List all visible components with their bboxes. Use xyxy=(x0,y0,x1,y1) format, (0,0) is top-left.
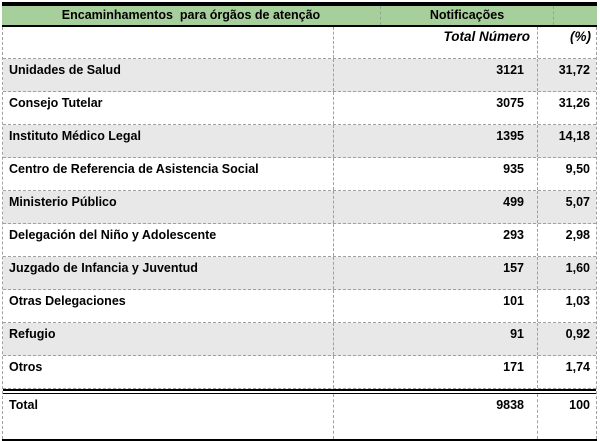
row-label-cell: Ministerio Público xyxy=(3,191,334,223)
row-percent-cell: 0,92 xyxy=(565,327,590,341)
row-label-cell: Consejo Tutelar xyxy=(3,92,334,124)
row-label-cell: Refugio xyxy=(3,323,334,355)
row-label-cell: Unidades de Salud xyxy=(3,59,334,91)
header-empty-cell xyxy=(553,6,597,25)
table-row: Otras Delegaciones 101 1,03 xyxy=(3,290,596,323)
row-percent-cell: 14,18 xyxy=(558,129,590,143)
table-row: Delegación del Niño y Adolescente 293 2,… xyxy=(3,224,596,257)
row-percent-cell: 1,60 xyxy=(565,261,590,275)
table-body: Total Número (%) Unidades de Salud 3121 … xyxy=(2,27,597,439)
row-total-cell: 157 xyxy=(334,257,538,289)
row-label-cell: Otros xyxy=(3,356,334,388)
row-label-cell: Instituto Médico Legal xyxy=(3,125,334,157)
subheader-empty-cell xyxy=(3,27,334,58)
row-total-cell: 91 xyxy=(334,323,538,355)
row-total-cell: 3075 xyxy=(334,92,538,124)
table-subheader-row: Total Número (%) xyxy=(3,27,596,59)
row-total-cell: 935 xyxy=(334,158,538,190)
table-row: Centro de Referencia de Asistencia Socia… xyxy=(3,158,596,191)
total-label-cell: Total xyxy=(3,394,334,439)
table-data-rows: Unidades de Salud 3121 31,72 Consejo Tut… xyxy=(3,59,596,389)
row-total-cell: 499 xyxy=(334,191,538,223)
row-percent-cell: 1,74 xyxy=(565,360,590,374)
table-row: Unidades de Salud 3121 31,72 xyxy=(3,59,596,92)
row-label-cell: Juzgado de Infancia y Juventud xyxy=(3,257,334,289)
header-encaminhamentos: Encaminhamentos para órgãos de atenção xyxy=(61,8,321,22)
row-label-cell: Otras Delegaciones xyxy=(3,290,334,322)
header-notificacoes: Notificações xyxy=(380,6,553,25)
table-row: Consejo Tutelar 3075 31,26 xyxy=(3,92,596,125)
table-row: Otros 171 1,74 xyxy=(3,356,596,389)
table-row: Ministerio Público 499 5,07 xyxy=(3,191,596,224)
row-percent-cell: 5,07 xyxy=(565,195,590,209)
row-label-cell: Delegación del Niño y Adolescente xyxy=(3,224,334,256)
row-total-cell: 3121 xyxy=(334,59,538,91)
table-row: Juzgado de Infancia y Juventud 157 1,60 xyxy=(3,257,596,290)
table-row: Instituto Médico Legal 1395 14,18 xyxy=(3,125,596,158)
row-percent-cell: 31,26 xyxy=(558,96,590,110)
table-top-border xyxy=(2,2,597,6)
total-row: Total 9838 100 xyxy=(3,394,596,439)
total-number-cell: 9838 xyxy=(334,394,538,439)
row-label-cell: Centro de Referencia de Asistencia Socia… xyxy=(3,158,334,190)
row-total-cell: 1395 xyxy=(334,125,538,157)
row-total-cell: 293 xyxy=(334,224,538,256)
row-percent-cell: 31,72 xyxy=(558,63,590,77)
table-row: Refugio 91 0,92 xyxy=(3,323,596,356)
row-percent-cell: 1,03 xyxy=(565,294,590,308)
total-separator-double-line xyxy=(3,389,596,394)
total-percent-cell: 100 xyxy=(569,398,590,412)
subheader-percent: (%) xyxy=(570,29,591,44)
table-bottom-border xyxy=(2,439,597,441)
row-total-cell: 171 xyxy=(334,356,538,388)
subheader-total-numero: Total Número xyxy=(334,27,538,58)
row-percent-cell: 9,50 xyxy=(565,162,590,176)
table-header-row: Encaminhamentos para órgãos de atenção N… xyxy=(2,6,597,27)
row-total-cell: 101 xyxy=(334,290,538,322)
row-percent-cell: 2,98 xyxy=(565,228,590,242)
